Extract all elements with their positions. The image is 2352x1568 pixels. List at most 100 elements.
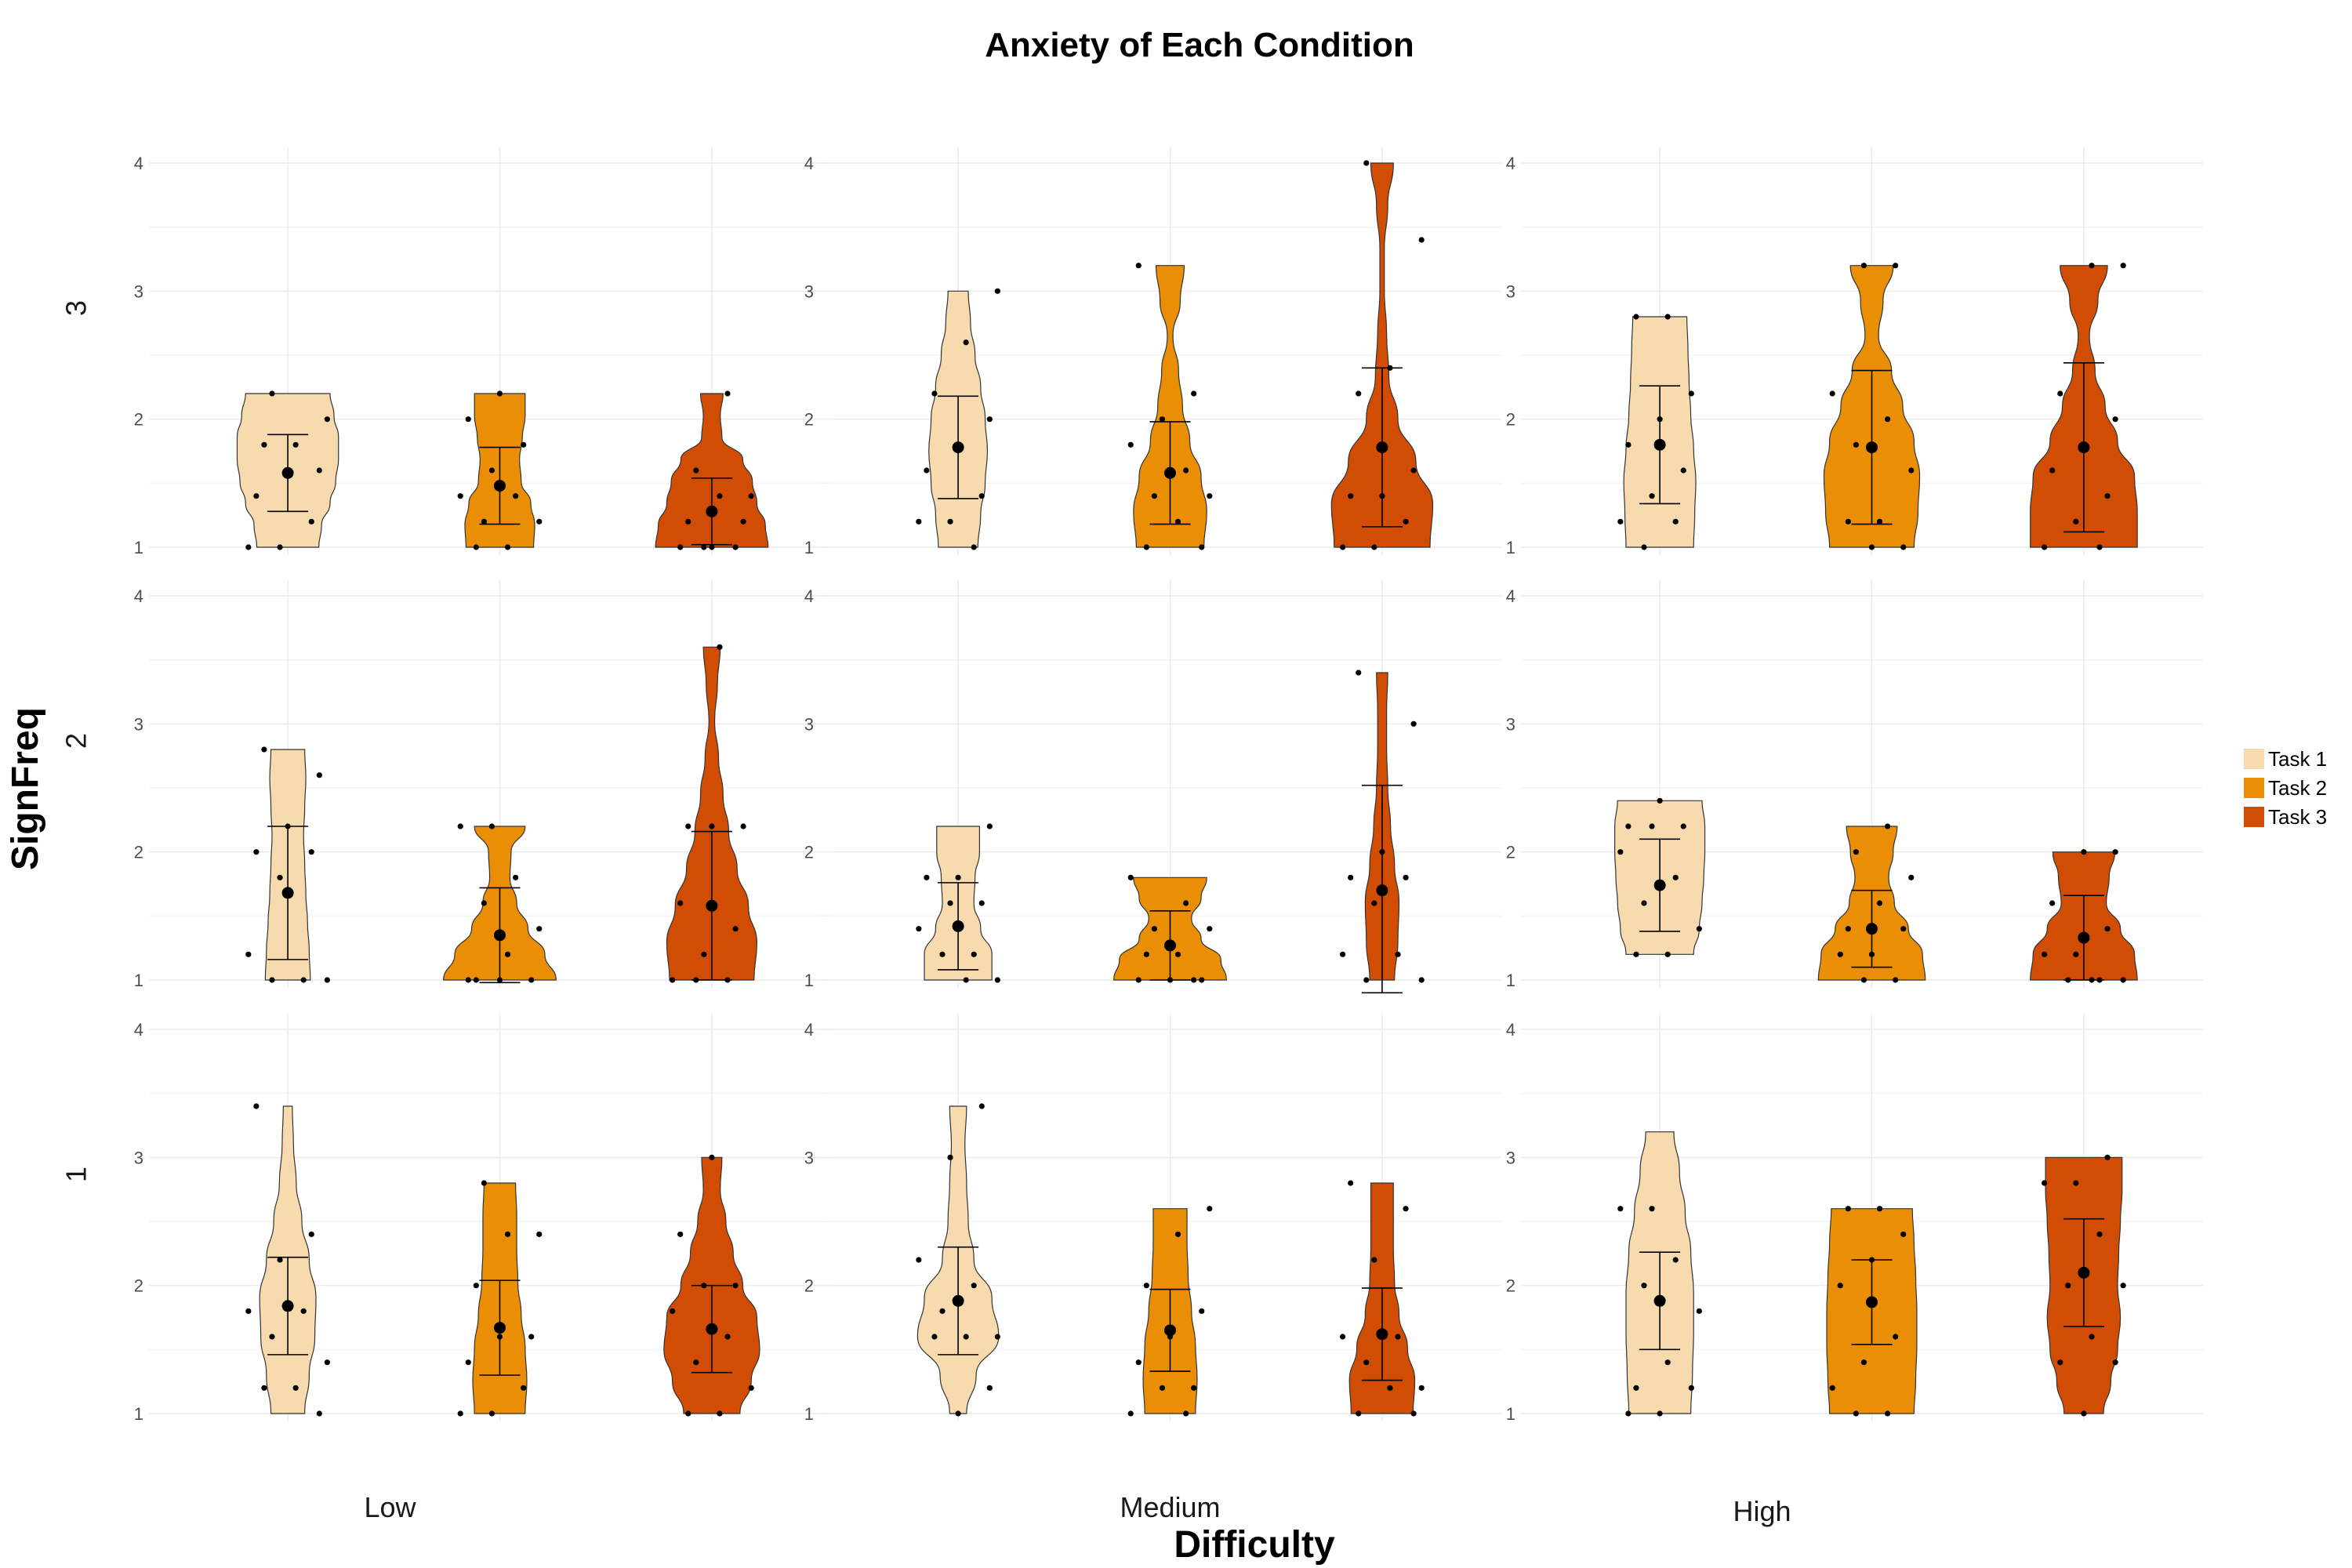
data-point [261,441,267,448]
data-point [269,1334,275,1340]
data-point [717,644,723,650]
mean-point [494,480,506,492]
data-point [685,1410,691,1417]
data-point [701,951,707,957]
data-point [1625,1410,1632,1417]
data-point [1868,544,1875,550]
mean-point [281,887,294,899]
violin-task-3 [1340,1180,1425,1417]
data-point [1340,544,1346,550]
data-point [971,544,977,550]
data-point [1395,951,1401,957]
data-point [931,390,938,397]
data-point [1688,390,1694,397]
legend: Task 1 Task 2 Task 3 [2244,747,2327,829]
data-point [481,900,487,906]
mean-point [1164,1324,1176,1337]
data-point [2049,467,2056,474]
y-tick-label: 2 [134,410,143,430]
data-point [300,977,307,983]
data-point [1641,544,1647,550]
mean-point [1653,879,1666,891]
data-point [978,1103,985,1109]
data-point [1649,1206,1655,1212]
data-point [1143,544,1149,550]
data-point [1371,900,1377,906]
data-point [277,1257,283,1263]
violin-shape [1330,162,1434,548]
data-point [1127,441,1134,448]
data-point [677,544,684,550]
data-point [1837,951,1843,957]
data-point [1860,977,1867,983]
facet-panels: 1 2 3 4 1 2 3 4 1 2 3 4 1 2 3 4 1 2 3 4 1 2 3 4 1 2 3 4 1 2 3 4 1 2 3 4 [134,147,2203,1424]
data-point [1860,263,1867,269]
y-tick-label: 2 [1506,843,1515,862]
violin-task-1 [916,288,1000,550]
data-point [1174,951,1181,957]
data-point [1649,823,1655,829]
data-point [2057,390,2063,397]
violin-task-1 [1614,797,1706,957]
data-point [481,1180,487,1186]
y-tick-label: 3 [1506,1148,1515,1167]
data-point [1641,900,1647,906]
data-point [1191,977,1197,983]
data-point [1127,1410,1134,1417]
data-point [1845,1206,1851,1212]
y-tick-label: 3 [804,281,814,301]
data-point [1348,1180,1354,1186]
data-point [916,926,922,932]
data-point [1617,1206,1624,1212]
data-point [748,1385,754,1391]
data-point [308,1231,314,1237]
data-point [1199,977,1205,983]
data-point [709,823,715,829]
data-point [245,544,252,550]
mean-point [1866,441,1878,454]
y-tick-label: 2 [1506,410,1515,430]
data-point [1845,518,1851,524]
violin-task-3 [666,644,757,983]
data-point [324,977,330,983]
panel-1-medium: 1 2 3 4 [804,1014,1501,1424]
data-point [709,1154,715,1160]
data-point [1207,926,1213,932]
data-point [740,518,746,524]
y-tick-label: 1 [1506,538,1515,557]
data-point [670,977,676,983]
y-axis-title: SignFreq [5,707,46,870]
data-point [1664,1359,1671,1366]
mean-point [2078,1266,2090,1279]
data-point [1356,1410,1362,1417]
data-point [316,772,322,779]
data-point [1199,1308,1205,1314]
data-point [709,544,715,550]
data-point [1348,874,1354,880]
data-point [1837,1283,1843,1289]
data-point [1418,237,1425,243]
violin-task-3 [663,1154,760,1417]
data-point [986,416,993,423]
mean-point [706,505,718,517]
data-point [292,441,299,448]
y-tick-label: 2 [804,410,814,430]
y-tick-label: 1 [134,1404,143,1424]
row-strip-1: 1 [60,1167,93,1182]
data-point [1127,874,1134,880]
data-point [2073,518,2079,524]
row-strip-2: 2 [60,733,93,749]
data-point [2120,977,2126,983]
data-point [1688,1385,1694,1391]
data-point [269,977,275,983]
data-point [528,1334,535,1340]
violin-task-3 [1340,670,1425,994]
data-point [955,1410,961,1417]
y-tick-label: 3 [1506,281,1515,301]
data-point [504,1231,511,1237]
violin-task-1 [1617,314,1697,550]
mean-point [494,929,506,942]
data-point [1829,390,1835,397]
data-point [693,467,699,474]
mean-point [281,466,294,479]
